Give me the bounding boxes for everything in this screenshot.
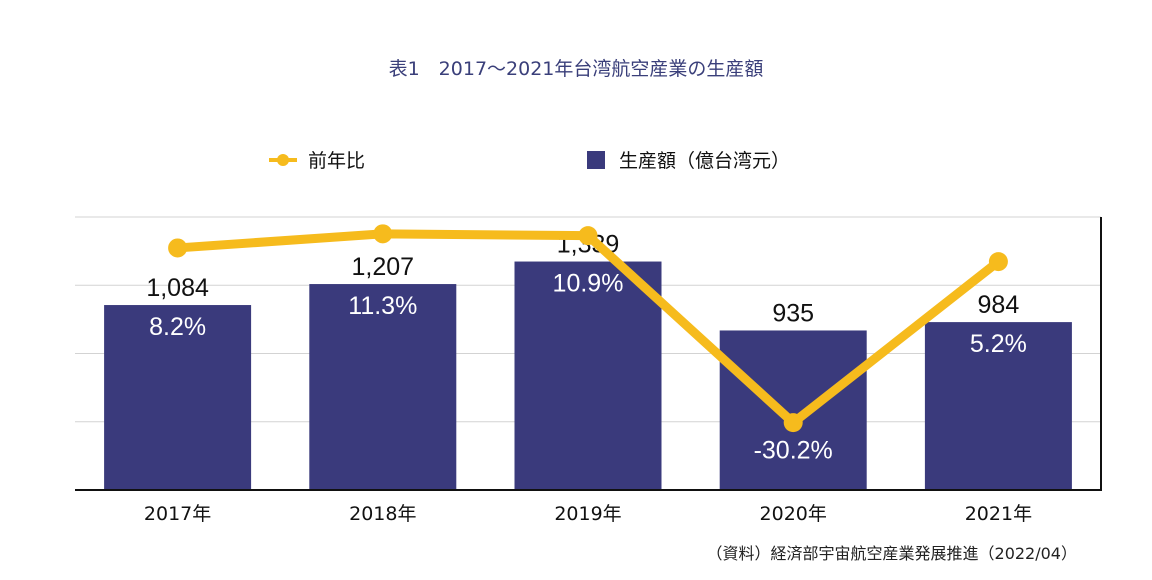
- chart-title: 表1 2017〜2021年台湾航空産業の生産額: [388, 58, 764, 80]
- legend-square-icon: [587, 150, 605, 169]
- bar-2021年: [924, 322, 1072, 490]
- yoy-point-2017年: [168, 238, 188, 258]
- yoy-point-2018年: [373, 224, 393, 244]
- legend-label-yoy: 前年比: [308, 150, 366, 172]
- x-tick-label: 2019年: [554, 503, 621, 525]
- source-note: （資料）経済部宇宙航空産業発展推進（2022/04）: [706, 544, 1077, 563]
- legend-item-production: 生産額（億台湾元）: [587, 146, 790, 173]
- bar-value-label: 1,207: [352, 253, 415, 281]
- bar-value-label: 1,084: [146, 274, 209, 302]
- yoy-point-2020年: [783, 413, 803, 433]
- bar-2017年: [104, 305, 252, 490]
- yoy-value-label: 10.9%: [553, 270, 624, 298]
- bar-value-label: 935: [772, 299, 814, 327]
- x-tick-label: 2018年: [349, 503, 416, 525]
- bar-value-label: 984: [978, 291, 1020, 319]
- x-tick-label: 2017年: [144, 503, 211, 525]
- bar-2018年: [309, 284, 457, 490]
- bar-2019年: [514, 261, 662, 490]
- legend-label-production: 生産額（億台湾元）: [619, 150, 791, 172]
- x-tick-label: 2021年: [965, 503, 1032, 525]
- yoy-point-2021年: [988, 252, 1008, 272]
- yoy-value-label: 5.2%: [970, 330, 1027, 358]
- yoy-point-2019年: [578, 226, 598, 246]
- legend-item-yoy: 前年比: [268, 146, 365, 173]
- yoy-value-label: 11.3%: [348, 292, 417, 320]
- legend-line-marker-icon: [269, 153, 297, 166]
- bar-2020年: [719, 330, 867, 490]
- x-tick-label: 2020年: [760, 503, 827, 525]
- yoy-value-label: 8.2%: [149, 313, 206, 341]
- yoy-value-label: -30.2%: [754, 437, 833, 465]
